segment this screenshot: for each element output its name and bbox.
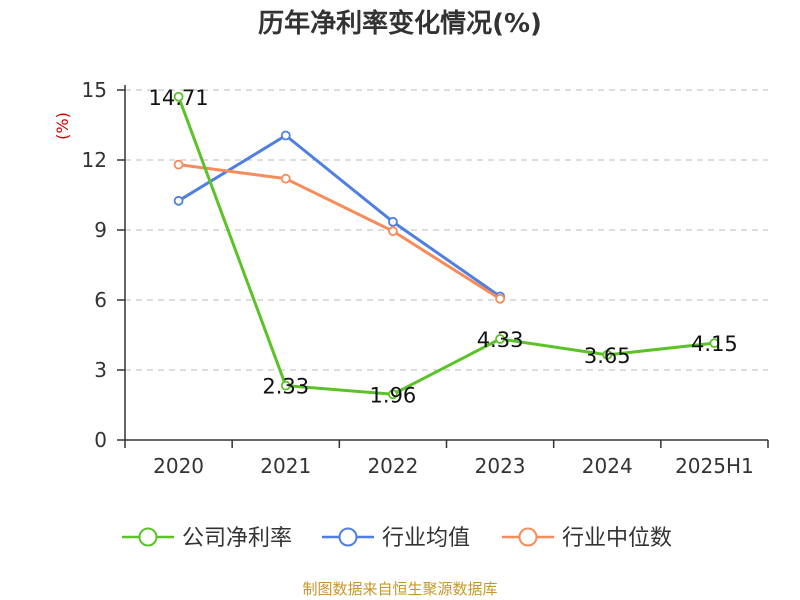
data-point xyxy=(388,389,398,400)
data-point xyxy=(388,226,398,237)
series-line-1 xyxy=(177,134,501,298)
legend: 公司净利率 行业均值 行业中位数 xyxy=(122,526,672,551)
data-point xyxy=(173,91,184,102)
data-label: 4.15 xyxy=(691,332,738,356)
data-label: 14.71 xyxy=(149,86,209,110)
data-point xyxy=(173,195,184,206)
data-label: 2.33 xyxy=(262,375,309,399)
chart-title: 历年净利率变化情况(%) xyxy=(258,8,542,39)
x-tick-label: 2025H1 xyxy=(675,454,754,478)
y-tick-label: 3 xyxy=(94,358,107,382)
series-line-2 xyxy=(178,163,501,301)
y-tick-label: 9 xyxy=(94,218,107,242)
y-axis-label: (%) xyxy=(53,112,72,140)
legend-marker-0 xyxy=(138,527,158,547)
legend-label-1: 行业均值 xyxy=(382,526,470,551)
data-point xyxy=(280,130,291,141)
data-point xyxy=(495,293,505,304)
data-point xyxy=(280,173,291,184)
data-label: 4.33 xyxy=(477,328,524,352)
legend-marker-1 xyxy=(338,527,358,547)
x-tick-label: 2023 xyxy=(475,454,526,478)
y-tick-label: 6 xyxy=(94,288,107,312)
x-tick-label: 2022 xyxy=(367,454,418,478)
data-point xyxy=(280,380,291,391)
data-point xyxy=(173,159,184,170)
data-point xyxy=(709,338,720,349)
series-lines xyxy=(173,91,720,400)
data-point xyxy=(495,334,505,344)
x-tick-label: 2020 xyxy=(153,454,204,478)
data-labels: 14.71 2.33 1.96 4.33 3.65 4.15 xyxy=(149,86,738,407)
axes: 0 3 6 9 12 15 2020 2021 2022 2023 2024 2025H1 xyxy=(82,78,769,478)
series-line-0 xyxy=(177,96,715,396)
data-point xyxy=(388,216,398,227)
x-tick-label: 2024 xyxy=(582,454,633,478)
legend-label-0: 公司净利率 xyxy=(182,526,292,551)
data-label: 1.96 xyxy=(370,383,417,407)
y-tick-label: 15 xyxy=(82,78,107,102)
legend-label-2: 行业中位数 xyxy=(562,526,672,551)
grid-lines xyxy=(125,89,768,371)
legend-marker-2 xyxy=(518,527,538,547)
data-label: 3.65 xyxy=(584,344,631,368)
data-point xyxy=(602,349,613,360)
y-tick-label: 0 xyxy=(94,428,107,452)
x-tick-label: 2021 xyxy=(260,454,311,478)
y-tick-label: 12 xyxy=(82,148,107,172)
source-note: 制图数据来自恒生聚源数据库 xyxy=(302,580,497,598)
